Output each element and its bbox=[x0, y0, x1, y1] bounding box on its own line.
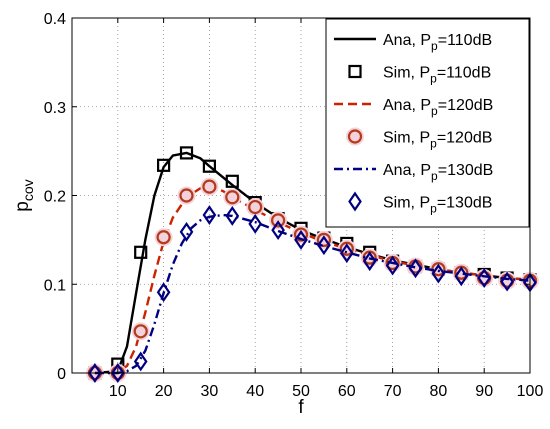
data-point bbox=[179, 221, 194, 242]
x-tick-label: 100 bbox=[517, 383, 544, 400]
legend-label-rest: =130dB bbox=[438, 162, 494, 179]
y-axis-label-main: p bbox=[12, 201, 33, 212]
legend-label-rest: =130dB bbox=[437, 195, 493, 212]
legend-label-sub: p bbox=[431, 104, 438, 118]
legend-label-rest: =120dB bbox=[437, 130, 493, 147]
data-point bbox=[385, 255, 400, 276]
data-point bbox=[294, 229, 308, 250]
data-point bbox=[271, 220, 285, 241]
y-axis-label: pcov bbox=[12, 179, 36, 211]
x-tick-label: 70 bbox=[384, 383, 402, 400]
data-point bbox=[454, 266, 469, 287]
legend-label: Sim, Pp=110dB bbox=[383, 65, 491, 86]
legend-label-main: Ana, P bbox=[383, 162, 431, 179]
legend-label-sub: p bbox=[430, 202, 437, 216]
y-tick-label: 0.3 bbox=[44, 100, 66, 117]
data-point bbox=[339, 243, 354, 264]
axis-labels: f pcov bbox=[12, 179, 304, 418]
y-axis-label-sub: cov bbox=[20, 179, 36, 201]
series-4 bbox=[94, 213, 531, 375]
data-point bbox=[202, 179, 217, 194]
legend-label: Ana, Pp=120dB bbox=[383, 97, 493, 118]
y-tick-label: 0.1 bbox=[44, 277, 66, 294]
legend-label: Sim, Pp=130dB bbox=[383, 195, 492, 216]
legend-marker-swatch bbox=[347, 129, 363, 144]
y-tick-label: 0.4 bbox=[44, 11, 66, 28]
legend-entry: Sim, Pp=110dB bbox=[348, 64, 491, 86]
data-point bbox=[156, 282, 171, 303]
legend-label: Ana, Pp=110dB bbox=[383, 32, 492, 53]
data-point bbox=[110, 363, 125, 383]
legend-label-main: Ana, P bbox=[383, 97, 431, 114]
data-point bbox=[133, 351, 148, 372]
data-point bbox=[248, 199, 263, 215]
legend-label-rest: =110dB bbox=[437, 65, 491, 82]
legend-label-sub: p bbox=[430, 72, 437, 86]
legend-label-main: Sim, P bbox=[383, 195, 430, 212]
legend-label-sub: p bbox=[431, 169, 438, 183]
legend-entry: Ana, Pp=130dB bbox=[334, 162, 493, 183]
ticks: 10 20 30 40 50 60 70 80 90 100 0 0.1 0.2 0.3 0.4 bbox=[44, 11, 544, 400]
data-point bbox=[316, 232, 331, 247]
series-line bbox=[94, 213, 531, 375]
data-point bbox=[339, 241, 354, 256]
legend-label-main: Sim, P bbox=[383, 130, 430, 147]
legend-label-sub: p bbox=[430, 137, 437, 151]
legend-label-main: Sim, P bbox=[383, 65, 430, 82]
data-point bbox=[156, 230, 171, 245]
data-point bbox=[477, 268, 492, 288]
data-point bbox=[133, 324, 148, 339]
x-tick-label: 40 bbox=[246, 383, 264, 400]
legend-label: Sim, Pp=120dB bbox=[383, 130, 492, 151]
legend-label-main: Ana, P bbox=[383, 32, 431, 49]
legend-entry: Ana, Pp=110dB bbox=[334, 32, 492, 53]
data-point bbox=[179, 146, 194, 160]
legend-label-rest: =110dB bbox=[438, 32, 492, 49]
data-point bbox=[271, 213, 286, 228]
data-point bbox=[362, 251, 377, 272]
x-axis-label: f bbox=[298, 397, 304, 418]
data-point bbox=[293, 227, 309, 242]
data-point bbox=[157, 158, 171, 172]
legend-label-sub: p bbox=[431, 39, 438, 53]
x-tick-label: 90 bbox=[475, 383, 493, 400]
data-point bbox=[248, 213, 263, 234]
x-tick-label: 20 bbox=[155, 383, 173, 400]
data-point bbox=[202, 205, 217, 225]
legend-label-rest: =120dB bbox=[438, 97, 494, 114]
x-tick-label: 10 bbox=[109, 383, 127, 400]
data-point bbox=[225, 190, 240, 205]
y-tick-label: 0.2 bbox=[44, 189, 66, 206]
y-tick-label: 0 bbox=[57, 366, 66, 383]
data-point bbox=[408, 258, 423, 279]
data-point bbox=[225, 174, 239, 188]
legend-box bbox=[325, 18, 530, 228]
legend-entry: Ana, Pp=120dB bbox=[334, 97, 493, 118]
x-tick-label: 80 bbox=[430, 383, 448, 400]
data-point bbox=[317, 235, 331, 256]
data-point bbox=[179, 188, 194, 203]
x-tick-label: 50 bbox=[292, 383, 310, 400]
series-layer bbox=[85, 146, 539, 383]
data-point bbox=[202, 159, 216, 173]
series-5 bbox=[88, 205, 537, 383]
legend-marker-swatch bbox=[348, 64, 362, 79]
data-point bbox=[88, 363, 102, 383]
x-tick-label: 60 bbox=[338, 383, 356, 400]
x-tick-label: 30 bbox=[201, 383, 219, 400]
data-point bbox=[134, 245, 148, 259]
data-point bbox=[225, 205, 240, 226]
data-point bbox=[431, 263, 446, 284]
legend-entry: Sim, Pp=120dB bbox=[346, 127, 492, 151]
legend-label: Ana, Pp=130dB bbox=[383, 162, 493, 183]
data-point bbox=[500, 271, 514, 292]
legend-entry: Sim, Pp=130dB bbox=[348, 191, 492, 216]
legend-marker-swatch bbox=[348, 191, 362, 212]
